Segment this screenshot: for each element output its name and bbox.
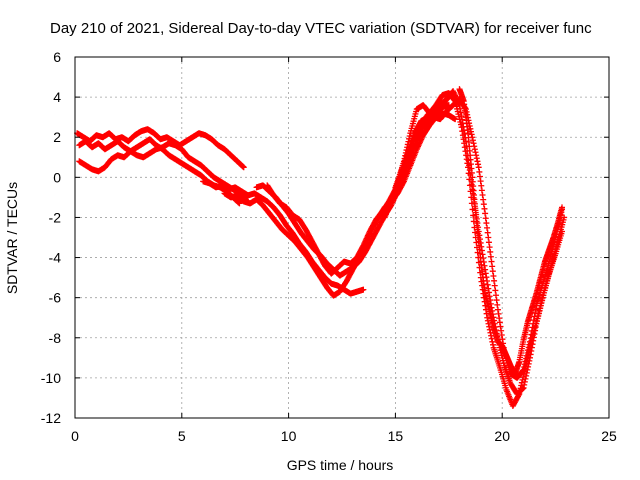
data-point [240,164,247,171]
data-point [559,204,566,211]
x-tick-label: 25 [601,428,617,444]
y-tick-label: -12 [41,410,61,426]
x-tick-label: 20 [494,428,510,444]
y-tick-label: -8 [49,330,62,346]
series-track-8 [381,90,568,409]
series-track-3 [76,140,249,203]
data-point [236,200,243,207]
data-point [469,206,476,213]
y-tick-label: 0 [53,169,61,185]
series-track-5 [221,110,459,299]
y-axis-label: SDTVAR / TECUs [4,182,20,294]
y-tick-label: -2 [49,209,62,225]
data-marks [74,86,568,409]
data-point [360,286,367,293]
x-tick-label: 10 [281,428,297,444]
series-track-11 [456,86,566,377]
y-tick-label: 2 [53,129,61,145]
y-tick-label: -6 [49,290,62,306]
x-tick-label: 5 [178,428,186,444]
y-tick-label: -10 [41,370,61,386]
chart-title: Day 210 of 2021, Sidereal Day-to-day VTE… [50,20,592,37]
y-tick-label: 6 [53,49,61,65]
y-tick-label: -4 [49,250,62,266]
data-point [472,229,479,236]
x-tick-label: 0 [71,428,79,444]
tick-labels: 0 5 10 15 20 25 -12 -10 -8 -6 -4 -2 0 2 4 6 [41,49,617,444]
x-tick-label: 15 [388,428,404,444]
y-tick-label: 4 [53,89,61,105]
x-axis-label: GPS time / hours [287,457,394,473]
data-point [559,228,566,235]
plot-frame [74,56,610,419]
